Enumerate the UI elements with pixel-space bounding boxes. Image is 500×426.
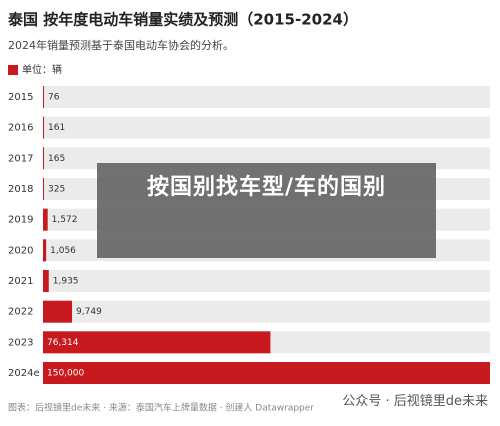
- value-label: 1,056: [50, 246, 76, 256]
- legend-swatch: [8, 65, 18, 75]
- bar: [43, 178, 44, 200]
- bar: [43, 300, 73, 323]
- value-label: 9,749: [76, 307, 102, 317]
- bar: [43, 116, 44, 139]
- row-background: [43, 270, 490, 292]
- bar: [43, 239, 47, 262]
- y-tick-label: 2016: [8, 123, 33, 134]
- row-background: [43, 300, 490, 323]
- value-label: 161: [48, 123, 65, 133]
- bar: [43, 331, 271, 354]
- bar: [43, 86, 44, 108]
- value-label: 1,572: [52, 215, 78, 225]
- value-label: 325: [48, 185, 65, 195]
- row-background: [43, 86, 490, 108]
- watermark: 公众号 · 后视镜里de未来: [342, 394, 488, 409]
- y-tick-label: 2018: [8, 184, 33, 195]
- bar: [43, 208, 48, 231]
- row-background: [43, 116, 490, 139]
- value-label: 165: [48, 154, 65, 164]
- overlay-banner: 按国别找车型/车的国别: [97, 163, 436, 258]
- value-label: 150,000: [47, 369, 84, 379]
- y-tick-label: 2019: [8, 215, 33, 226]
- y-tick-label: 2020: [8, 245, 33, 256]
- y-tick-label: 2022: [8, 307, 33, 318]
- bar: [43, 270, 49, 292]
- footer: 图表：后视镜里de未来 · 来源：泰国汽车上牌量数据 · 创建人 Datawra…: [8, 402, 314, 414]
- value-label: 76,314: [47, 338, 79, 348]
- y-tick-label: 2017: [8, 153, 33, 164]
- y-tick-label: 2024e: [8, 368, 40, 379]
- legend-label: 单位：辆: [22, 63, 62, 76]
- bar: [43, 147, 44, 170]
- value-label: 1,935: [53, 277, 79, 287]
- chart-subtitle: 2024年销量预测基于泰国电动车协会的分析。: [8, 38, 234, 52]
- y-tick-label: 2021: [8, 276, 33, 287]
- y-tick-label: 2015: [8, 92, 33, 103]
- value-label: 76: [48, 93, 60, 103]
- bar: [43, 362, 490, 384]
- chart-title: 泰国 按年度电动车销量实绩及预测（2015-2024）: [7, 11, 358, 29]
- y-tick-label: 2023: [8, 337, 33, 348]
